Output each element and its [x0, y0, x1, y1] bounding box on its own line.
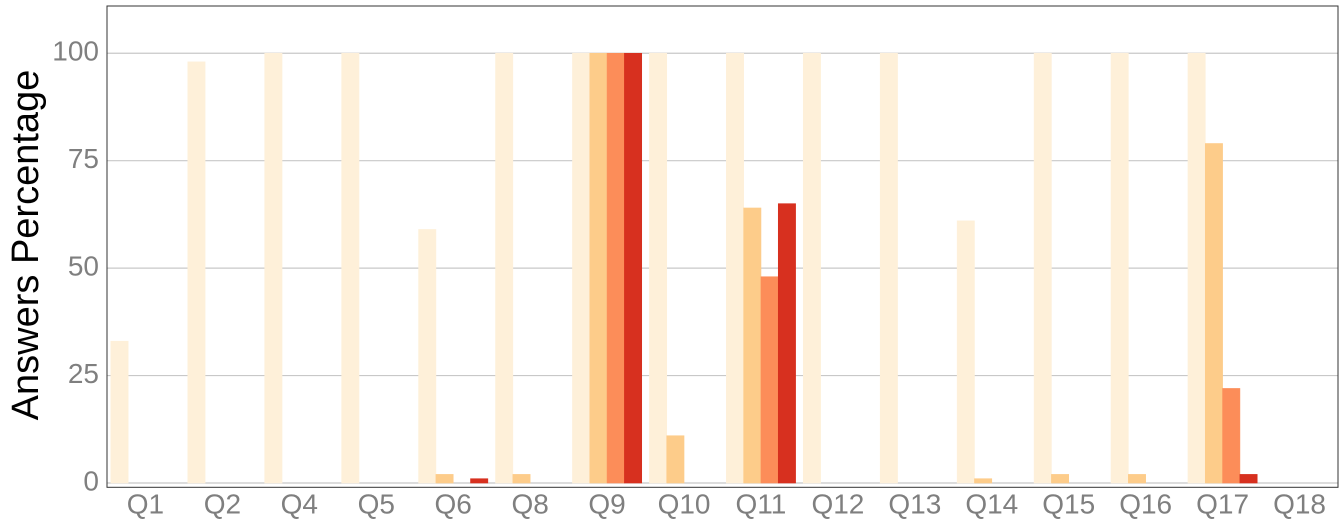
x-tick-label: Q14 — [965, 488, 1018, 519]
x-tick-label: Q1 — [127, 488, 164, 519]
bar — [743, 207, 762, 484]
y-tick-label: 50 — [68, 251, 99, 282]
bar — [1051, 474, 1070, 484]
bar — [341, 52, 360, 484]
x-tick-label: Q8 — [511, 488, 548, 519]
x-tick-label: Q18 — [1273, 488, 1326, 519]
bar — [606, 52, 625, 484]
bar — [726, 52, 744, 484]
bar — [1222, 388, 1241, 484]
bar — [1033, 52, 1052, 484]
bar — [418, 229, 437, 484]
bar — [589, 52, 608, 484]
x-tick-label: Q11 — [736, 488, 787, 519]
bar — [572, 52, 591, 484]
x-tick-label: Q15 — [1042, 488, 1095, 519]
bar — [802, 52, 821, 484]
bar — [512, 474, 531, 484]
bar — [1204, 143, 1223, 484]
bar — [1128, 474, 1146, 484]
y-tick-label: 25 — [68, 358, 99, 389]
x-tick-label: Q13 — [888, 488, 941, 519]
x-tick-label: Q5 — [358, 488, 395, 519]
y-tick-label: 0 — [83, 465, 99, 496]
x-tick-label: Q16 — [1119, 488, 1172, 519]
y-tick-label: 100 — [52, 36, 99, 67]
bar — [760, 276, 779, 484]
bar — [974, 478, 993, 484]
bar — [624, 52, 643, 484]
y-tick-label: 75 — [68, 143, 99, 174]
bar — [264, 52, 283, 484]
bar — [879, 52, 898, 484]
x-tick-label: Q12 — [811, 488, 864, 519]
bar — [1110, 52, 1129, 484]
bar — [1239, 474, 1258, 484]
bar — [187, 61, 206, 484]
bar — [495, 52, 514, 484]
x-tick-label: Q6 — [435, 488, 472, 519]
bar — [666, 435, 685, 484]
bar — [1187, 52, 1206, 484]
bar — [777, 203, 796, 484]
x-tick-label: Q2 — [204, 488, 241, 519]
x-tick-label: Q9 — [588, 488, 625, 519]
bar — [435, 474, 454, 484]
x-tick-label: Q10 — [658, 488, 711, 519]
x-tick-label: Q4 — [281, 488, 318, 519]
y-axis-label: Answers Percentage — [5, 70, 47, 421]
plot-border — [106, 5, 1339, 488]
bar — [649, 52, 668, 484]
bar — [470, 478, 489, 484]
bar — [110, 340, 129, 484]
x-tick-label: Q17 — [1196, 488, 1249, 519]
bar — [956, 220, 975, 484]
